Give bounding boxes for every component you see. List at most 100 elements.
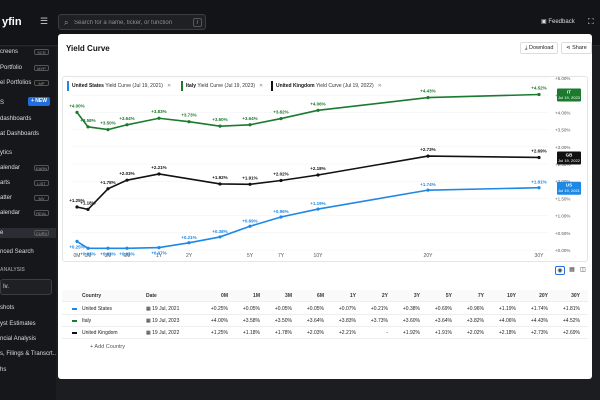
expand-icon[interactable]: ⛶ bbox=[588, 17, 594, 26]
sidebar-item[interactable]: s, Filings & Transcrt... bbox=[0, 349, 56, 359]
table-header-cell[interactable]: 5Y bbox=[445, 293, 452, 299]
data-point bbox=[316, 207, 320, 211]
y-tick-label: +0.50% bbox=[555, 231, 570, 236]
y-tick-label: +1.50% bbox=[555, 196, 570, 201]
table-header-cell[interactable]: Date bbox=[146, 293, 157, 299]
table-row[interactable]: United Kingdom ▦ 19 Jul, 2022 +1.25% +1.18%… bbox=[62, 327, 588, 339]
sidebar-item[interactable]: yst Estimates bbox=[0, 319, 56, 329]
feedback-icon: ▣ bbox=[541, 19, 549, 25]
yield-value-cell: +3.64% bbox=[434, 318, 452, 324]
table-header-cell[interactable]: 10Y bbox=[507, 293, 516, 299]
yield-value-cell: +0.69% bbox=[434, 306, 452, 312]
sidebar-item[interactable]: ytics bbox=[0, 148, 56, 158]
sidebar-item-badge: MV bbox=[34, 195, 49, 201]
data-point bbox=[248, 182, 252, 186]
sidebar-item-badge: MYP bbox=[34, 65, 49, 71]
app-logo[interactable]: yfin bbox=[2, 16, 22, 28]
data-label: +0.25% bbox=[69, 244, 84, 249]
sidebar-item[interactable]: alendar REAL bbox=[0, 208, 56, 218]
table-header-cell[interactable]: 30Y bbox=[571, 293, 580, 299]
add-country-button[interactable]: + Add Country bbox=[90, 344, 126, 350]
data-label: +3.64% bbox=[242, 116, 257, 121]
sidebar-item[interactable]: atter MV bbox=[0, 193, 56, 203]
data-point bbox=[316, 173, 320, 177]
yield-value-cell: +1.19% bbox=[498, 306, 516, 312]
sidebar-ticker-search[interactable]: Iv. bbox=[0, 279, 52, 295]
sidebar-item[interactable]: alendar EARN bbox=[0, 163, 56, 173]
sidebar-item[interactable]: el Portfolios MP bbox=[0, 78, 56, 88]
legend-close-icon[interactable]: ✕ bbox=[377, 83, 382, 89]
table-header-cell[interactable]: 3Y bbox=[413, 293, 420, 299]
yield-value-cell: +0.07% bbox=[338, 306, 356, 312]
global-search[interactable]: ⌕ / bbox=[58, 14, 206, 30]
sidebar-item[interactable]: ncial Analysis bbox=[0, 334, 56, 344]
sidebar-item[interactable]: dashboards bbox=[0, 114, 56, 124]
table-header-cell[interactable]: 2Y bbox=[381, 293, 388, 299]
table-header-cell[interactable]: 1Y bbox=[349, 293, 356, 299]
date-picker-cell[interactable]: ▦ 19 Jul, 2022 bbox=[146, 330, 180, 336]
share-button[interactable]: ⋖ Share bbox=[561, 42, 592, 54]
sidebar-item-badge: EARN bbox=[34, 165, 49, 171]
data-point bbox=[248, 224, 252, 228]
legend-item[interactable]: United States Yield Curve (Jul 19, 2021)… bbox=[67, 81, 171, 91]
sidebar-item[interactable]: S bbox=[0, 98, 56, 108]
table-header-cell[interactable]: Country bbox=[82, 293, 102, 299]
data-label: +4.00% bbox=[69, 103, 84, 108]
legend-close-icon[interactable]: ✕ bbox=[259, 83, 264, 89]
sidebar-item[interactable]: creens SCR bbox=[0, 47, 56, 57]
yield-value-cell: +4.06% bbox=[498, 318, 516, 324]
sidebar-item-label: at Dashboards bbox=[0, 131, 40, 137]
yield-value-cell: +1.18% bbox=[242, 330, 260, 336]
yield-value-cell: +2.02% bbox=[466, 330, 484, 336]
table-header-cell[interactable]: 3M bbox=[285, 293, 292, 299]
data-point bbox=[106, 246, 110, 250]
series-end-tag-date: Jul 19, 2023 bbox=[558, 95, 581, 100]
table-header-cell[interactable]: 6M bbox=[317, 293, 324, 299]
search-input[interactable] bbox=[74, 17, 189, 28]
table-header-cell[interactable]: 7Y bbox=[477, 293, 484, 299]
table-row[interactable]: Italy ▦ 19 Jul, 2023 +4.00% +3.58% +3.50% +3.… bbox=[62, 315, 588, 327]
sidebar-item[interactable]: Portfolio MYP bbox=[0, 63, 56, 73]
sidebar-item[interactable]: e CURV bbox=[0, 228, 56, 238]
series-end-tag-code: IT bbox=[567, 90, 571, 95]
date-picker-cell[interactable]: ▦ 19 Jul, 2023 bbox=[146, 318, 180, 324]
feedback-button[interactable]: ▣ Feedback bbox=[541, 18, 575, 25]
data-point bbox=[157, 172, 161, 176]
table-header-cell[interactable]: 1M bbox=[253, 293, 260, 299]
sidebar-item[interactable]: ANALYSIS bbox=[0, 265, 56, 275]
new-button[interactable]: + NEW bbox=[28, 97, 50, 106]
sidebar-item-label: nced Search bbox=[0, 249, 34, 255]
table-view-icon[interactable]: ▦ bbox=[569, 267, 575, 273]
legend-close-icon[interactable]: ✕ bbox=[166, 83, 172, 89]
data-label: +3.60% bbox=[212, 117, 227, 122]
data-point bbox=[279, 215, 283, 219]
sidebar-item[interactable]: at Dashboards bbox=[0, 129, 56, 139]
data-point bbox=[86, 125, 90, 129]
date-picker-cell[interactable]: ▦ 19 Jul, 2021 bbox=[146, 306, 180, 312]
chart-view-icon[interactable]: ◉ bbox=[555, 266, 565, 275]
sidebar-item[interactable]: shots bbox=[0, 303, 56, 313]
sidebar-item[interactable]: nced Search bbox=[0, 247, 56, 257]
y-tick-label: +1.00% bbox=[555, 214, 570, 219]
table-header-cell[interactable]: 0M bbox=[221, 293, 228, 299]
legend-item[interactable]: United Kingdom Yield Curve (Jul 19, 2022… bbox=[271, 81, 382, 91]
legend-item[interactable]: Italy Yield Curve (Jul 19, 2023) ✕ bbox=[181, 81, 263, 91]
menu-toggle-icon[interactable]: ☰ bbox=[40, 16, 49, 26]
yield-value-cell: +2.21% bbox=[338, 330, 356, 336]
table-header-cell[interactable]: 20Y bbox=[539, 293, 548, 299]
series-end-tag bbox=[557, 88, 581, 102]
yield-value-cell: +3.50% bbox=[274, 318, 292, 324]
yield-value-cell: +4.52% bbox=[562, 318, 580, 324]
tag-icon[interactable]: ◫ bbox=[580, 267, 586, 273]
data-point bbox=[187, 120, 191, 124]
sidebar-item-label: creens bbox=[0, 49, 19, 55]
table-row[interactable]: United States ▦ 19 Jul, 2021 +0.25% +0.05% +… bbox=[62, 303, 588, 315]
data-point bbox=[248, 123, 252, 127]
yield-value-cell: +3.73% bbox=[370, 318, 388, 324]
sidebar-item[interactable]: hs bbox=[0, 365, 56, 375]
series-end-tag-code: GB bbox=[566, 152, 574, 157]
download-button[interactable]: ⤓ Download bbox=[520, 42, 559, 54]
sidebar-item[interactable]: arts LIST bbox=[0, 178, 56, 188]
data-label: +0.21% bbox=[181, 235, 196, 240]
legend-country: United States bbox=[72, 83, 106, 89]
